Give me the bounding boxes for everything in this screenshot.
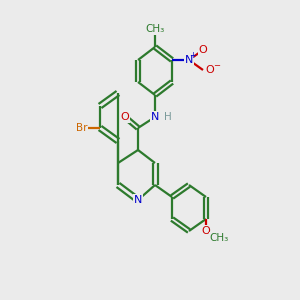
Text: O: O xyxy=(121,112,129,122)
Text: N: N xyxy=(134,195,142,205)
Text: N: N xyxy=(185,55,193,65)
Text: −: − xyxy=(214,61,220,70)
Text: O: O xyxy=(199,45,207,55)
Text: CH₃: CH₃ xyxy=(146,24,165,34)
Text: N: N xyxy=(151,112,159,122)
Text: O: O xyxy=(206,65,214,75)
Text: O: O xyxy=(202,226,210,236)
Text: +: + xyxy=(190,50,196,59)
Text: H: H xyxy=(164,112,172,122)
Text: CH₃: CH₃ xyxy=(209,233,229,243)
Text: Br: Br xyxy=(76,123,88,133)
